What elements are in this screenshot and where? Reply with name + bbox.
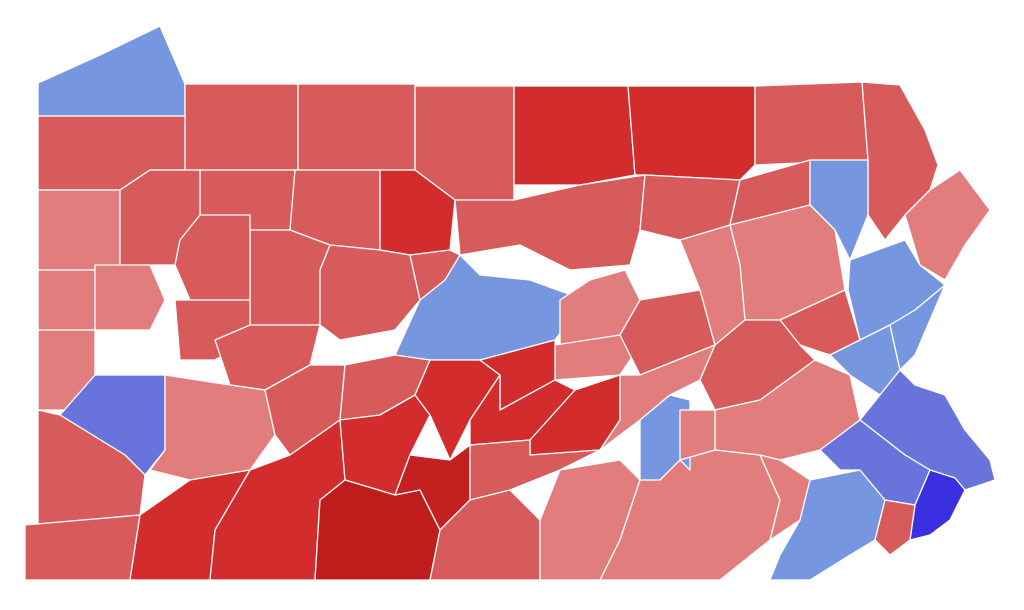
- county-delco[interactable]: [874, 499, 916, 556]
- county-jefferson[interactable]: [249, 229, 331, 326]
- county-lebanon-south[interactable]: [679, 409, 716, 461]
- county-mckean[interactable]: [297, 83, 416, 171]
- counties-layer: [24, 25, 996, 581]
- county-pike[interactable]: [904, 169, 991, 281]
- county-bradford[interactable]: [627, 85, 756, 181]
- county-delaware[interactable]: [909, 469, 966, 541]
- county-warren[interactable]: [184, 83, 299, 171]
- county-lebanon[interactable]: [639, 394, 691, 481]
- county-fulton[interactable]: [314, 479, 441, 581]
- county-chester[interactable]: [769, 469, 886, 581]
- county-tioga[interactable]: [513, 85, 636, 186]
- county-butler[interactable]: [94, 264, 166, 331]
- county-greene[interactable]: [24, 514, 141, 581]
- county-mercer[interactable]: [37, 189, 121, 271]
- county-susquehanna[interactable]: [754, 81, 869, 166]
- county-lycoming[interactable]: [454, 174, 646, 271]
